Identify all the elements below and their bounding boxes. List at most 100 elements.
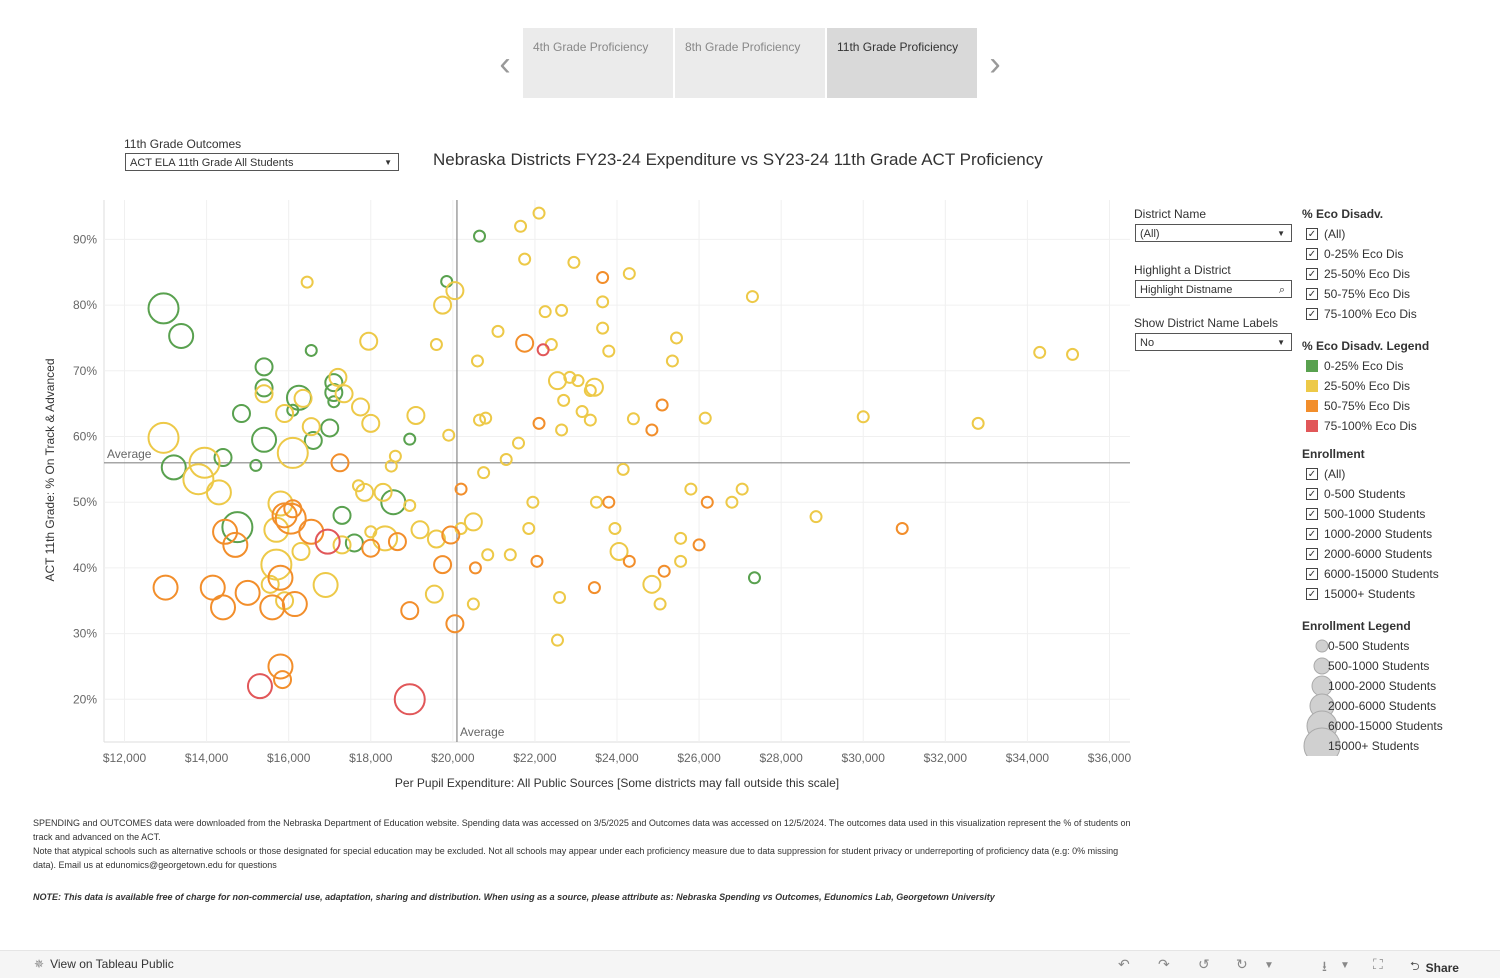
data-point[interactable] xyxy=(254,357,274,377)
data-point[interactable] xyxy=(328,367,348,387)
data-point[interactable] xyxy=(536,343,550,357)
data-point[interactable] xyxy=(522,521,536,535)
data-point[interactable] xyxy=(1066,347,1080,361)
data-point[interactable] xyxy=(473,413,487,427)
data-point[interactable] xyxy=(583,413,597,427)
data-point[interactable] xyxy=(532,206,546,220)
data-point[interactable] xyxy=(254,384,274,404)
data-point[interactable] xyxy=(530,554,544,568)
data-point[interactable] xyxy=(445,281,465,301)
checkbox-icon[interactable]: ✓ xyxy=(1306,488,1318,500)
checkbox-icon[interactable]: ✓ xyxy=(1306,468,1318,480)
data-point[interactable] xyxy=(312,571,339,598)
data-point[interactable] xyxy=(1033,345,1047,359)
data-point[interactable] xyxy=(491,324,505,338)
data-point[interactable] xyxy=(147,292,180,325)
data-point[interactable] xyxy=(700,495,714,509)
enroll-filter-item[interactable]: ✓ 2000-6000 Students xyxy=(1306,547,1433,561)
data-point[interactable] xyxy=(589,495,603,509)
data-point[interactable] xyxy=(246,673,273,700)
search-icon[interactable]: ⌕ xyxy=(1278,284,1285,296)
data-point[interactable] xyxy=(168,322,195,349)
data-point[interactable] xyxy=(587,581,601,595)
data-point[interactable] xyxy=(642,574,662,594)
share-button[interactable]: ⮌ Share xyxy=(1410,957,1459,978)
data-point[interactable] xyxy=(147,421,180,454)
data-point[interactable] xyxy=(557,393,571,407)
tab-8th-grade[interactable]: 8th Grade Proficiency xyxy=(675,28,825,98)
data-point[interactable] xyxy=(334,384,354,404)
data-point[interactable] xyxy=(251,426,278,453)
undo-icon[interactable]: ↶ xyxy=(1118,956,1130,972)
data-point[interactable] xyxy=(454,482,468,496)
chevron-down-icon[interactable]: ▼ xyxy=(1264,960,1274,971)
data-point[interactable] xyxy=(387,532,407,552)
data-point[interactable] xyxy=(584,377,604,397)
enroll-filter-item[interactable]: ✓ 0-500 Students xyxy=(1306,487,1406,501)
data-point[interactable] xyxy=(291,541,311,561)
refresh-icon[interactable]: ↻ xyxy=(1236,956,1248,972)
data-point[interactable] xyxy=(745,290,759,304)
data-point[interactable] xyxy=(304,343,318,357)
data-point[interactable] xyxy=(442,428,456,442)
checkbox-icon[interactable]: ✓ xyxy=(1306,568,1318,580)
data-point[interactable] xyxy=(276,436,309,469)
data-point[interactable] xyxy=(249,458,263,472)
data-point[interactable] xyxy=(468,561,482,575)
data-point[interactable] xyxy=(555,423,569,437)
data-point[interactable] xyxy=(596,271,610,285)
fullscreen-icon[interactable]: ⛶ xyxy=(1373,956,1383,972)
data-point[interactable] xyxy=(555,303,569,317)
revert-icon[interactable]: ↺ xyxy=(1198,956,1210,972)
eco-filter-item[interactable]: ✓ (All) xyxy=(1306,227,1346,241)
data-point[interactable] xyxy=(234,579,261,606)
download-icon[interactable]: ⭳ xyxy=(1322,958,1327,974)
show-labels-dropdown[interactable]: No ▼ xyxy=(1135,333,1292,351)
data-point[interactable] xyxy=(314,528,341,555)
data-point[interactable] xyxy=(653,597,667,611)
data-point[interactable] xyxy=(479,411,493,425)
data-point[interactable] xyxy=(692,538,706,552)
data-point[interactable] xyxy=(426,529,446,549)
next-arrow-icon[interactable]: › xyxy=(989,45,1001,83)
data-point[interactable] xyxy=(160,454,187,481)
data-point[interactable] xyxy=(602,495,616,509)
data-point[interactable] xyxy=(583,384,597,398)
data-point[interactable] xyxy=(553,590,567,604)
data-point[interactable] xyxy=(324,373,344,393)
data-point[interactable] xyxy=(626,412,640,426)
data-point[interactable] xyxy=(300,275,314,289)
data-point[interactable] xyxy=(655,398,669,412)
data-point[interactable] xyxy=(532,416,546,430)
data-point[interactable] xyxy=(674,531,688,545)
enroll-filter-item[interactable]: ✓ 1000-2000 Students xyxy=(1306,527,1433,541)
data-point[interactable] xyxy=(445,614,465,634)
data-point[interactable] xyxy=(895,521,909,535)
data-point[interactable] xyxy=(152,574,179,601)
data-point[interactable] xyxy=(403,432,417,446)
data-point[interactable] xyxy=(514,219,528,233)
checkbox-icon[interactable]: ✓ xyxy=(1306,308,1318,320)
redo-icon[interactable]: ↷ xyxy=(1158,956,1170,972)
data-point[interactable] xyxy=(809,510,823,524)
data-point[interactable] xyxy=(373,482,393,502)
data-point[interactable] xyxy=(210,594,237,621)
enroll-filter-item[interactable]: ✓ 15000+ Students xyxy=(1306,587,1416,601)
data-point[interactable] xyxy=(538,305,552,319)
data-point[interactable] xyxy=(260,574,280,594)
data-point[interactable] xyxy=(231,404,251,424)
data-point[interactable] xyxy=(608,521,622,535)
data-point[interactable] xyxy=(283,499,303,519)
data-point[interactable] xyxy=(670,331,684,345)
checkbox-icon[interactable]: ✓ xyxy=(1306,268,1318,280)
data-point[interactable] xyxy=(550,633,564,647)
data-point[interactable] xyxy=(526,495,540,509)
eco-filter-item[interactable]: ✓ 25-50% Eco Dis xyxy=(1306,267,1411,281)
data-point[interactable] xyxy=(182,463,215,496)
data-point[interactable] xyxy=(575,405,589,419)
data-point[interactable] xyxy=(596,321,610,335)
data-point[interactable] xyxy=(477,466,491,480)
data-point[interactable] xyxy=(274,502,307,535)
checkbox-icon[interactable]: ✓ xyxy=(1306,508,1318,520)
data-point[interactable] xyxy=(361,413,381,433)
